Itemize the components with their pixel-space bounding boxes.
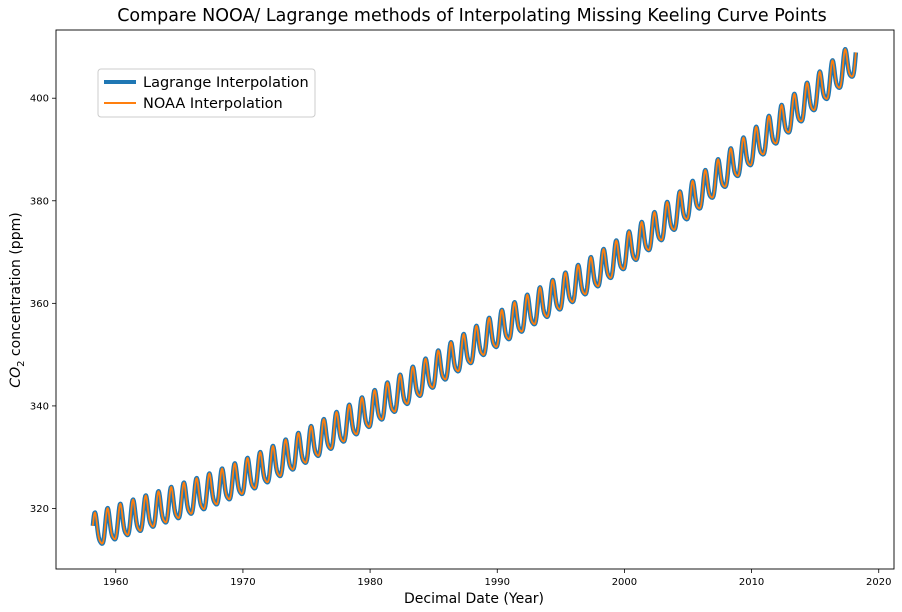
x-tick-label: 1990: [485, 577, 510, 588]
plot-frame: [55, 29, 895, 570]
legend-label-lagrange: Lagrange Interpolation: [143, 75, 309, 91]
x-tick-label: 1970: [230, 577, 255, 588]
x-tick-label: 2020: [866, 577, 891, 588]
legend-box: [97, 68, 316, 118]
y-axis-label-main: CO: [8, 367, 24, 388]
x-tick-label: 1960: [103, 577, 128, 588]
legend: Lagrange Interpolation NOAA Interpolatio…: [97, 68, 316, 118]
y-tick-label: 340: [30, 401, 49, 412]
x-tick-label: 2010: [739, 577, 764, 588]
y-axis-label: CO2 concentration (ppm): [8, 212, 27, 387]
x-axis: 1960 1970 1980 1990 2000 2010 2020: [103, 569, 891, 588]
y-tick-label: 400: [30, 94, 49, 105]
y-axis: 320 340 360 380 400: [30, 94, 56, 515]
y-axis-label-rest: concentration (ppm): [8, 212, 24, 360]
y-tick-label: 380: [30, 196, 49, 207]
x-tick-label: 1980: [357, 577, 382, 588]
x-axis-label: Decimal Date (Year): [404, 591, 544, 607]
series-line-noaa: [91, 48, 857, 545]
x-tick-label: 2000: [612, 577, 637, 588]
plot-area: [55, 29, 895, 570]
y-axis-label-subscript: 2: [16, 361, 27, 367]
chart-title: Compare NOOA/ Lagrange methods of Interp…: [117, 6, 827, 26]
y-tick-label: 320: [30, 504, 49, 515]
series-layer: [90, 46, 859, 546]
y-tick-label: 360: [30, 299, 49, 310]
legend-label-noaa: NOAA Interpolation: [143, 96, 283, 112]
